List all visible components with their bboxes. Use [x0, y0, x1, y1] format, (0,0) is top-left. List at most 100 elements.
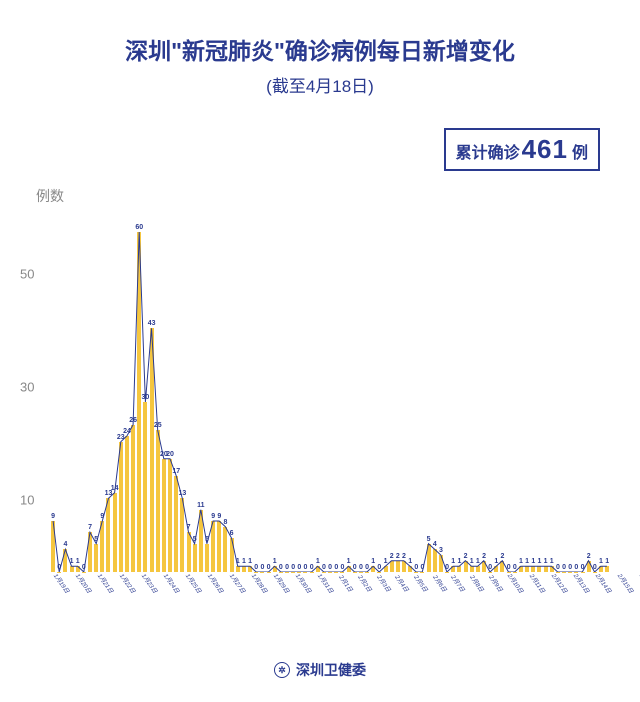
bar — [63, 549, 67, 572]
bar-value-label: 3 — [439, 547, 443, 554]
bar — [273, 566, 277, 572]
bar — [402, 561, 406, 572]
bar — [70, 566, 74, 572]
bar-value-label: 0 — [260, 564, 264, 571]
bar-value-label: 43 — [148, 320, 156, 327]
bar-value-label: 1 — [599, 558, 603, 565]
bar-value-label: 1 — [273, 558, 277, 565]
bar-value-label: 0 — [568, 564, 572, 571]
bar — [396, 561, 400, 572]
bar-value-label: 2 — [402, 553, 406, 560]
bar — [94, 544, 98, 572]
bar-container: 9041107591314232426603043252020171375115… — [50, 232, 610, 572]
total-unit: 例 — [572, 139, 588, 163]
bar-value-label: 2 — [501, 553, 505, 560]
bar-value-label: 0 — [285, 564, 289, 571]
x-axis-labels: 1月19日1月20日1月21日1月22日1月23日1月24日1月25日1月26日… — [50, 574, 610, 620]
bar-value-label: 4 — [63, 541, 67, 548]
chart-subtitle: (截至4月18日) — [0, 72, 640, 97]
bar-value-label: 5 — [427, 536, 431, 543]
bar — [390, 561, 394, 572]
bar-value-label: 0 — [574, 564, 578, 571]
bar-value-label: 2 — [464, 553, 468, 560]
bar-value-label: 6 — [230, 530, 234, 537]
bar — [414, 572, 418, 573]
bar-value-label: 0 — [507, 564, 511, 571]
bar — [451, 566, 455, 572]
bar — [359, 572, 363, 573]
bar-value-label: 1 — [451, 558, 455, 565]
bar-value-label: 1 — [347, 558, 351, 565]
bar — [365, 572, 369, 573]
bar-value-label: 9 — [100, 513, 104, 520]
bar — [439, 555, 443, 572]
bar — [285, 572, 289, 573]
bar-value-label: 1 — [76, 558, 80, 565]
bar-value-label: 0 — [365, 564, 369, 571]
bar-value-label: 1 — [242, 558, 246, 565]
bar — [562, 572, 566, 573]
bar — [384, 566, 388, 572]
bar-value-label: 5 — [193, 536, 197, 543]
bar — [51, 521, 55, 572]
bar — [550, 566, 554, 572]
bar-value-label: 9 — [211, 513, 215, 520]
bar-value-label: 2 — [587, 553, 591, 560]
bar — [347, 566, 351, 572]
bar — [420, 572, 424, 573]
bar-value-label: 0 — [310, 564, 314, 571]
bar — [100, 521, 104, 572]
bar — [187, 532, 191, 572]
bar — [236, 566, 240, 572]
bar — [568, 572, 572, 573]
bar — [433, 549, 437, 572]
bar — [193, 544, 197, 572]
bar-value-label: 0 — [340, 564, 344, 571]
bar — [143, 402, 147, 572]
bar-value-label: 1 — [476, 558, 480, 565]
bar-value-label: 2 — [390, 553, 394, 560]
bar — [125, 436, 129, 572]
bar — [267, 572, 271, 573]
bar — [199, 510, 203, 572]
bar-column: 1 — [604, 558, 610, 572]
bar-value-label: 17 — [172, 468, 180, 475]
bar — [217, 521, 221, 572]
bar-value-label: 11 — [197, 502, 204, 509]
chart-area: 103050 904110759131423242660304325202017… — [50, 210, 610, 590]
bar — [248, 566, 252, 572]
bar — [371, 566, 375, 572]
bar-value-label: 1 — [408, 558, 412, 565]
bar — [377, 572, 381, 573]
bar-value-label: 0 — [421, 564, 425, 571]
bar — [291, 572, 295, 573]
bar — [205, 544, 209, 572]
bar-value-label: 0 — [267, 564, 271, 571]
footer-source: ✲ 深圳卫健委 — [0, 660, 640, 680]
bar — [507, 572, 511, 573]
bar-value-label: 1 — [537, 558, 541, 565]
bar-value-label: 13 — [178, 490, 186, 497]
bar — [482, 561, 486, 572]
bar — [113, 493, 117, 572]
bar-value-label: 0 — [593, 564, 597, 571]
bar-value-label: 1 — [384, 558, 388, 565]
bar-value-label: 1 — [544, 558, 548, 565]
bar — [525, 566, 529, 572]
bar-value-label: 0 — [291, 564, 295, 571]
bar-value-label: 0 — [445, 564, 449, 571]
bar-value-label: 5 — [205, 536, 209, 543]
bar — [131, 425, 135, 572]
bar-value-label: 0 — [556, 564, 560, 571]
bar — [470, 566, 474, 572]
bar — [260, 572, 264, 573]
bar — [310, 572, 314, 573]
logo-icon: ✲ — [274, 662, 290, 678]
bar — [353, 572, 357, 573]
bar — [593, 572, 597, 573]
bar — [162, 459, 166, 572]
bar — [82, 572, 86, 573]
bar-value-label: 9 — [51, 513, 55, 520]
bar-value-label: 0 — [581, 564, 585, 571]
bar — [106, 498, 110, 572]
